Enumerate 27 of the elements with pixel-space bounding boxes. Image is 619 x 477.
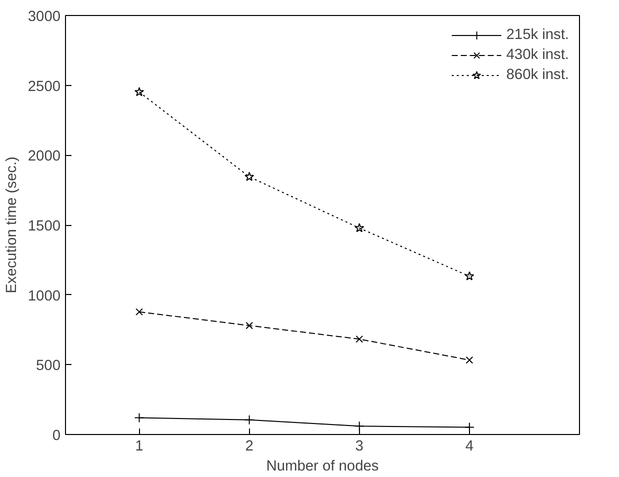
point (356, 335, 364, 343)
point (134, 412, 144, 423)
point (464, 271, 474, 280)
y-axis-title: Execution time (sec.) (4, 156, 20, 294)
x-tick-label: 2 (245, 438, 254, 454)
point (354, 223, 364, 232)
y-tick-label: 0 (52, 428, 61, 444)
point (354, 421, 364, 432)
point (244, 414, 254, 425)
x-tick-label: 3 (355, 438, 364, 454)
x-axis-title: Number of nodes (266, 458, 379, 474)
point (136, 308, 143, 316)
x-tick-label: 1 (135, 438, 144, 454)
y-tick-label: 500 (36, 358, 61, 374)
point (134, 87, 144, 96)
point (244, 172, 254, 181)
y-tick-label: 1000 (28, 288, 61, 304)
point (246, 322, 253, 330)
point (466, 356, 474, 364)
legend-label: 430k inst. (506, 47, 569, 63)
y-tick-label: 2500 (28, 78, 61, 95)
x-tick-label: 4 (465, 438, 474, 454)
y-tick-label: 1500 (28, 218, 61, 234)
y-tick-label: 3000 (28, 9, 61, 25)
legend-label: 215k inst. (506, 27, 569, 43)
legend-label: 860k inst. (506, 67, 569, 83)
y-tick-label: 2000 (28, 148, 61, 165)
